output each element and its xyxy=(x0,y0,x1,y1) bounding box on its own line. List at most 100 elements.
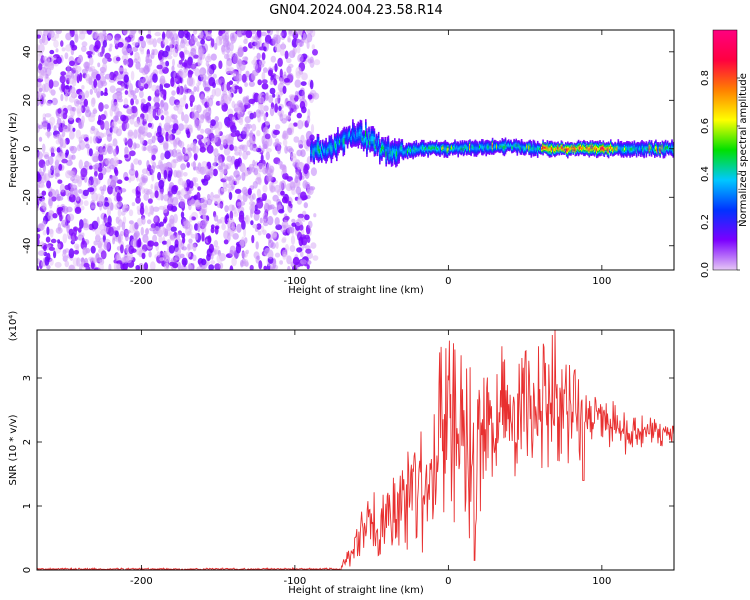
noise-blob xyxy=(264,124,268,133)
noise-blob xyxy=(214,116,219,122)
noise-blob xyxy=(245,30,253,39)
y-tick-label: -20 xyxy=(22,189,33,205)
noise-blob xyxy=(99,132,105,138)
signal-cell xyxy=(590,149,593,152)
signal-cell xyxy=(346,136,349,141)
signal-cell xyxy=(329,145,332,150)
signal-cell xyxy=(511,146,513,149)
noise-blob xyxy=(52,80,60,88)
noise-blob xyxy=(49,188,56,198)
signal-cell xyxy=(513,144,515,147)
signal-cell xyxy=(534,148,537,151)
noise-blob xyxy=(238,145,244,150)
noise-blob xyxy=(115,56,121,62)
signal-cell xyxy=(445,148,448,152)
y-tick-label: 2 xyxy=(22,439,33,445)
noise-blob xyxy=(158,235,163,244)
signal-cell xyxy=(603,148,606,152)
noise-blob xyxy=(122,30,129,35)
noise-blob xyxy=(216,254,223,264)
noise-blob xyxy=(37,204,40,212)
noise-blob xyxy=(200,220,208,228)
signal-cell xyxy=(617,145,620,150)
signal-cell xyxy=(640,147,642,151)
noise-blob xyxy=(123,137,128,143)
signal-cell xyxy=(650,146,653,151)
noise-blob xyxy=(70,145,77,154)
noise-blob xyxy=(292,104,299,110)
noise-blob xyxy=(79,72,83,82)
noise-blob xyxy=(131,41,139,46)
noise-blob xyxy=(56,117,62,126)
noise-blob xyxy=(123,264,128,270)
noise-blob xyxy=(113,148,118,157)
noise-blob xyxy=(289,245,296,252)
signal-cell xyxy=(637,147,640,151)
noise-blob xyxy=(68,115,74,121)
noise-blob xyxy=(69,156,73,162)
noise-blob xyxy=(196,266,203,270)
signal-cell xyxy=(487,145,490,149)
noise-blob xyxy=(272,129,280,135)
colorbar-tick-label: 0.4 xyxy=(700,166,711,182)
noise-blob xyxy=(236,223,242,233)
noise-blob xyxy=(47,169,52,174)
noise-blob xyxy=(145,227,149,236)
signal-cell xyxy=(495,145,497,148)
noise-blob xyxy=(61,158,68,164)
x-tick-label: -200 xyxy=(130,576,153,587)
noise-blob xyxy=(288,63,294,69)
noise-blob xyxy=(89,44,95,52)
noise-blob xyxy=(127,138,133,148)
noise-blob xyxy=(282,139,288,147)
noise-blob xyxy=(40,202,46,209)
noise-blob xyxy=(37,258,41,264)
signal-cell xyxy=(582,146,584,150)
noise-blob xyxy=(141,217,146,225)
noise-blob xyxy=(199,142,205,149)
signal-cell xyxy=(561,146,564,150)
noise-blob xyxy=(222,35,229,42)
noise-blob xyxy=(265,147,272,153)
noise-blob xyxy=(229,265,234,270)
noise-blob xyxy=(263,265,268,270)
noise-blob xyxy=(167,55,173,60)
noise-blob xyxy=(157,125,162,136)
noise-blob xyxy=(89,165,93,170)
noise-blob xyxy=(179,141,185,149)
noise-blob xyxy=(48,79,54,89)
noise-blob xyxy=(227,217,234,222)
y-tick-label: -40 xyxy=(22,238,33,254)
noise-blob xyxy=(71,235,75,243)
noise-blob xyxy=(297,53,304,63)
colorbar-tick-label: 0.6 xyxy=(700,118,711,134)
signal-cell xyxy=(365,130,367,137)
noise-blob xyxy=(147,198,153,204)
noise-blob xyxy=(42,83,46,93)
noise-blob xyxy=(169,234,176,240)
signal-cell xyxy=(491,144,494,148)
noise-blob xyxy=(166,223,172,232)
signal-cell xyxy=(377,140,380,145)
noise-blob xyxy=(43,30,49,37)
noise-blob xyxy=(306,30,313,35)
noise-blob xyxy=(109,107,114,117)
noise-blob xyxy=(257,79,263,86)
noise-blob xyxy=(67,104,73,111)
noise-blob xyxy=(264,167,269,174)
noise-blob xyxy=(97,51,104,58)
noise-blob xyxy=(46,180,52,189)
noise-blob xyxy=(116,179,123,184)
noise-blob xyxy=(169,96,176,106)
signal-cell xyxy=(641,146,643,149)
noise-blob xyxy=(256,255,261,261)
noise-blob xyxy=(159,221,164,228)
signal-cell xyxy=(313,150,315,156)
noise-blob xyxy=(139,35,144,42)
noise-blob xyxy=(50,238,57,244)
signal-cell xyxy=(644,147,646,150)
spectrogram-signal xyxy=(310,119,674,168)
noise-blob xyxy=(279,113,284,122)
noise-blob xyxy=(61,82,66,92)
